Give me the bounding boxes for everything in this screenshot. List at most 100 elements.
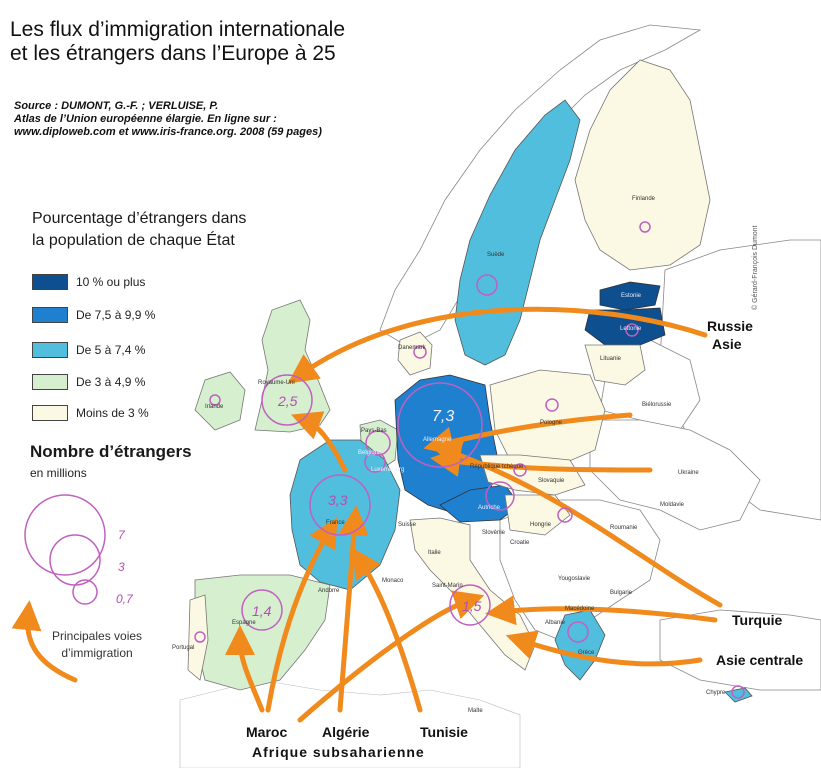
circle-finland <box>639 221 651 233</box>
country-label-rep-tcheque: République tchèque <box>470 464 524 470</box>
route-maroc-spain <box>225 625 265 713</box>
circle-czech <box>513 463 527 477</box>
legend-class-row: De 7,5 à 9,9 % <box>32 305 155 325</box>
count-label-allemagne: 7,3 <box>432 408 455 425</box>
land-poland <box>489 369 606 466</box>
circle-austria <box>485 481 515 511</box>
country-label-suede: Suède <box>487 252 505 258</box>
map-title: Les flux d’immigration internationale et… <box>10 18 345 66</box>
country-label-italie: Italie <box>428 550 441 556</box>
circle-value-label: 3 <box>118 560 125 574</box>
circle-legend-7 <box>24 494 106 576</box>
land-ukraine <box>589 419 761 531</box>
land-portugal <box>187 594 209 681</box>
country-label-slovenie: Slovénie <box>482 530 506 536</box>
source-note: Source : DUMONT, G.-F. ; VERLUISE, P. At… <box>14 100 322 139</box>
legend-swatch <box>32 274 68 290</box>
country-label-andorre: Andorre <box>318 588 340 594</box>
count-legend-subtitle: en millions <box>30 466 87 480</box>
routes-legend-line-1: Principales voies <box>52 629 143 643</box>
route-east-germany-2 <box>430 447 653 477</box>
count-label-royaume-uni: 2,5 <box>278 393 298 409</box>
legend-class-row: Moins de 3 % <box>32 403 149 423</box>
country-label-moldavie: Moldavie <box>660 502 685 508</box>
migration-routes <box>11 306 723 723</box>
country-label-irlande: Irlande <box>205 404 224 410</box>
routes-legend-label: Principales voies d’immigration <box>52 628 142 662</box>
country-label-portugal: Portugal <box>172 645 195 651</box>
country-label-estonie: Estonie <box>621 293 642 299</box>
route-tunisie-france <box>351 547 423 713</box>
origin-label-turquie: Turquie <box>732 612 783 628</box>
country-label-bielorussie: Biélorussie <box>642 402 672 408</box>
count-circles <box>24 221 745 699</box>
country-label-france: France <box>326 520 345 526</box>
country-label-hongrie: Hongrie <box>530 522 552 528</box>
count-legend-title: Nombre d’étrangers <box>30 442 192 461</box>
land-lithuania <box>584 344 646 386</box>
circle-denmark <box>413 345 427 359</box>
country-label-chypre: Chypre <box>706 690 726 696</box>
country-label-allemagne: Allemagne <box>423 437 452 443</box>
circle-latvia <box>625 323 639 337</box>
country-label-grece: Grèce <box>578 650 595 656</box>
route-turkey-italy <box>485 595 718 626</box>
circle-italy <box>449 584 491 626</box>
count-label-italie: 1,5 <box>462 598 482 614</box>
route-russia-uk <box>287 306 708 384</box>
country-label-saint-marin: Saint-Marin <box>432 583 463 589</box>
country-label-espagne: Espagne <box>232 620 256 626</box>
land-estonia <box>599 281 661 311</box>
country-label-malte: Malte <box>468 708 483 714</box>
country-label-autriche: Autriche <box>478 505 501 511</box>
count-label-espagne: 1,4 <box>252 603 272 619</box>
origin-label-asie-centrale: Asie centrale <box>716 652 804 668</box>
circle-belgium <box>364 451 386 473</box>
country-label-lettonie: Lettonie <box>620 326 642 332</box>
legend-title-line-1: Pourcentage d’étrangers dans <box>32 210 247 227</box>
country-label-suisse: Suisse <box>398 522 417 528</box>
route-africa-italy <box>297 590 485 723</box>
circle-poland <box>545 398 559 412</box>
routes-legend-line-2: d’immigration <box>61 646 133 660</box>
legend-swatch <box>32 342 68 358</box>
country-label-ukraine: Ukraine <box>678 470 699 476</box>
country-label-danemark: Danemark <box>398 345 426 351</box>
country-label-slovaquie: Slovaquie <box>538 478 565 484</box>
legend-swatch <box>32 405 68 421</box>
route-east-germany-1 <box>423 412 633 457</box>
country-label-finlande: Finlande <box>632 196 656 202</box>
circle-sweden <box>476 274 498 296</box>
land-north-africa <box>179 679 521 768</box>
route-centralasia <box>505 630 703 667</box>
legend-class-label: De 3 à 4,9 % <box>76 375 146 389</box>
count-label-france: 3,3 <box>328 492 348 508</box>
country-label-yougoslavie: Yougoslavie <box>558 576 591 582</box>
country-label-albanie: Albanie <box>545 620 566 626</box>
route-turkey-germany <box>430 440 723 608</box>
country-label-macedoine: Macédoine <box>565 606 595 612</box>
route-france-uk <box>291 411 348 473</box>
circle-france <box>309 474 371 536</box>
circle-portugal <box>194 631 206 643</box>
origin-label-maroc: Maroc <box>246 724 288 740</box>
circle-legend-07 <box>72 579 98 605</box>
circle-netherlands <box>365 430 391 456</box>
credit-label: © Gérard-François Dumont <box>752 225 759 310</box>
land-turkey <box>659 609 821 691</box>
land-finland <box>574 59 711 271</box>
country-label-pays-bas: Pays-Bas <box>361 428 387 434</box>
country-label-croatie: Croatie <box>510 540 530 546</box>
circle-value-label: 7 <box>118 528 125 542</box>
circle-germany <box>397 382 483 468</box>
country-label-bulgarie: Bulgarie <box>610 590 633 596</box>
land-denmark <box>397 331 433 376</box>
legend-class-row: De 5 à 7,4 % <box>32 340 145 360</box>
route-maroc-france <box>265 517 338 713</box>
legend-swatch <box>32 307 68 323</box>
title-line-1: Les flux d’immigration internationale <box>10 18 346 41</box>
legend-title-line-2: la population de chaque État <box>32 232 235 249</box>
circle-cyprus <box>731 685 745 699</box>
